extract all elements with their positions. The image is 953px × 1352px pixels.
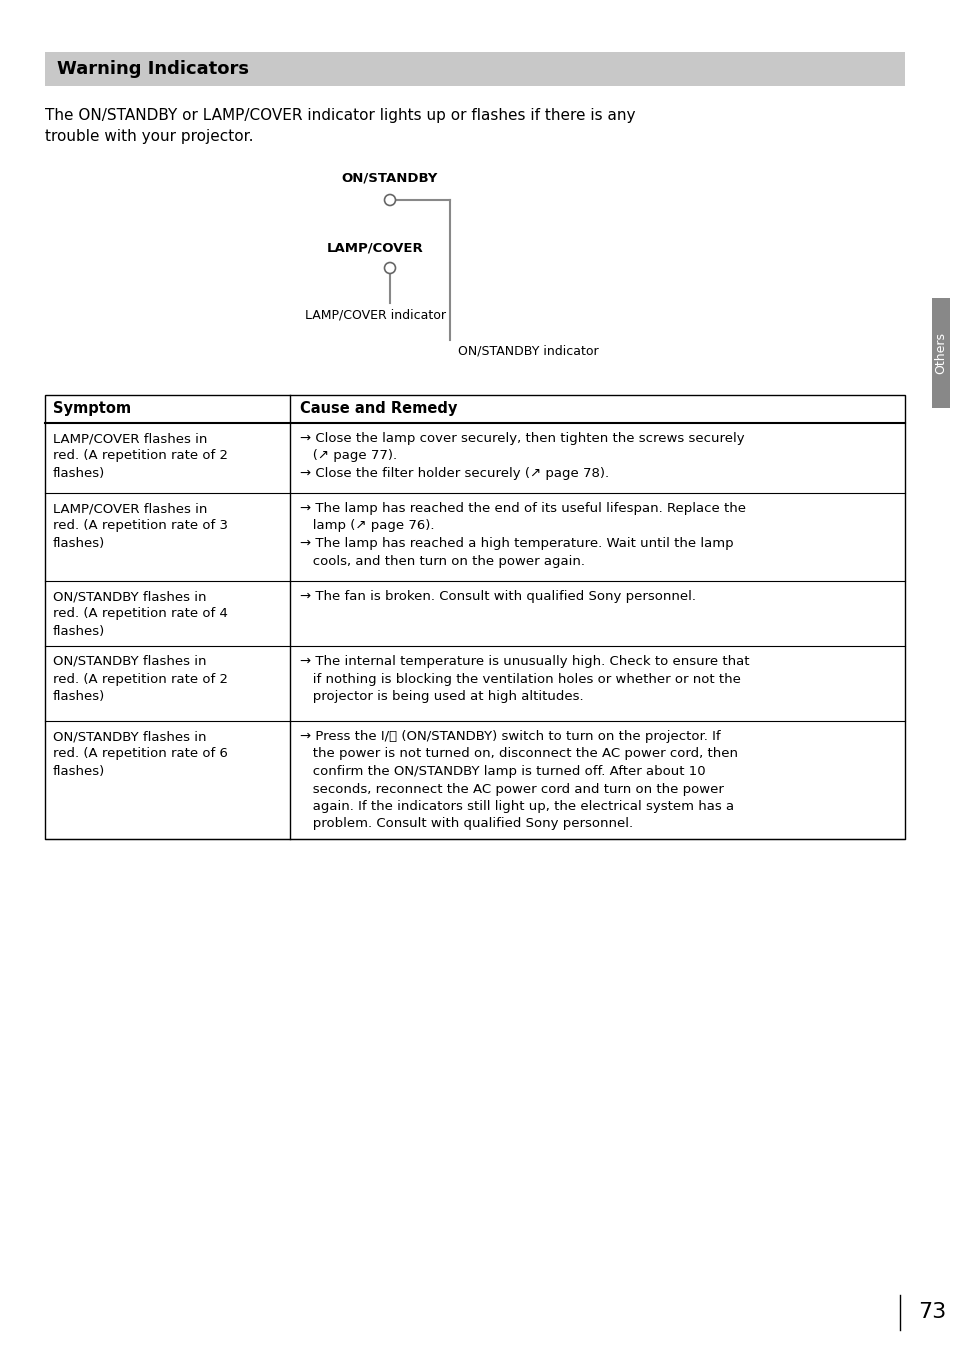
Text: The ON/STANDBY or LAMP/COVER indicator lights up or flashes if there is any
trou: The ON/STANDBY or LAMP/COVER indicator l… — [45, 108, 635, 145]
Text: 73: 73 — [917, 1302, 945, 1322]
Text: → Close the lamp cover securely, then tighten the screws securely
   (↗ page 77): → Close the lamp cover securely, then ti… — [299, 433, 744, 480]
Text: → The fan is broken. Consult with qualified Sony personnel.: → The fan is broken. Consult with qualif… — [299, 589, 696, 603]
Text: → The internal temperature is unusually high. Check to ensure that
   if nothing: → The internal temperature is unusually … — [299, 654, 749, 703]
Text: → The lamp has reached the end of its useful lifespan. Replace the
   lamp (↗ pa: → The lamp has reached the end of its us… — [299, 502, 745, 568]
Circle shape — [384, 195, 395, 206]
Text: Others: Others — [934, 333, 946, 375]
Text: Warning Indicators: Warning Indicators — [57, 59, 249, 78]
Text: LAMP/COVER: LAMP/COVER — [326, 242, 423, 254]
Text: Cause and Remedy: Cause and Remedy — [299, 402, 456, 416]
Text: ON/STANDBY flashes in
red. (A repetition rate of 6
flashes): ON/STANDBY flashes in red. (A repetition… — [53, 730, 228, 777]
Text: → Press the I/⏻ (ON/STANDBY) switch to turn on the projector. If
   the power is: → Press the I/⏻ (ON/STANDBY) switch to t… — [299, 730, 738, 830]
Bar — [931, 297, 949, 408]
Text: LAMP/COVER flashes in
red. (A repetition rate of 2
flashes): LAMP/COVER flashes in red. (A repetition… — [53, 433, 228, 480]
Circle shape — [384, 262, 395, 273]
Bar — [45, 51, 904, 87]
Text: ON/STANDBY flashes in
red. (A repetition rate of 2
flashes): ON/STANDBY flashes in red. (A repetition… — [53, 654, 228, 703]
Bar — [45, 395, 904, 840]
Text: ON/STANDBY indicator: ON/STANDBY indicator — [457, 345, 598, 358]
Text: LAMP/COVER indicator: LAMP/COVER indicator — [305, 308, 446, 320]
Text: Symptom: Symptom — [53, 402, 131, 416]
Text: LAMP/COVER flashes in
red. (A repetition rate of 3
flashes): LAMP/COVER flashes in red. (A repetition… — [53, 502, 228, 550]
Text: ON/STANDBY flashes in
red. (A repetition rate of 4
flashes): ON/STANDBY flashes in red. (A repetition… — [53, 589, 228, 638]
Text: ON/STANDBY: ON/STANDBY — [341, 172, 437, 184]
